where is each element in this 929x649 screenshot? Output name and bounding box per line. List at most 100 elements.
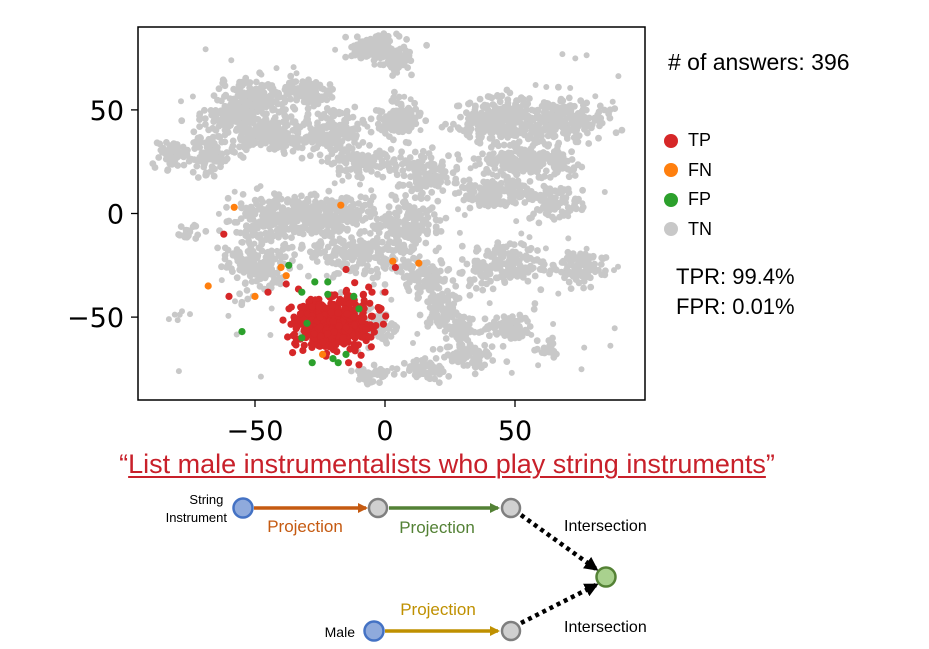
tn-point xyxy=(409,120,416,127)
tn-point xyxy=(338,109,345,117)
tn-point xyxy=(416,253,423,260)
tn-point xyxy=(535,155,543,163)
tn-point xyxy=(309,253,316,261)
tn-point xyxy=(379,372,387,380)
tn-point xyxy=(442,335,450,342)
tn-point xyxy=(201,106,208,114)
tn-point xyxy=(488,118,495,126)
tn-point xyxy=(302,200,310,207)
tn-point xyxy=(465,176,473,184)
tn-point xyxy=(489,171,496,178)
open-quote: “ xyxy=(119,449,129,479)
tn-point xyxy=(231,148,239,156)
tn-point xyxy=(565,213,572,220)
tn-point xyxy=(575,268,583,275)
anchor-node-string-instrument xyxy=(232,497,254,519)
tn-point xyxy=(310,208,318,216)
tn-point xyxy=(434,197,442,205)
tp-point xyxy=(345,359,353,367)
tn-point xyxy=(447,343,453,350)
tn-point xyxy=(522,314,529,322)
tn-point xyxy=(379,40,387,48)
tn-point xyxy=(427,154,435,162)
tn-point xyxy=(339,247,347,254)
tn-point xyxy=(355,142,363,150)
tn-point xyxy=(331,146,339,154)
tn-point xyxy=(207,107,215,114)
tn-point xyxy=(456,319,464,326)
tn-point xyxy=(534,167,541,175)
tn-point xyxy=(324,139,331,147)
tp-point xyxy=(282,280,290,288)
tn-point xyxy=(583,245,590,252)
tn-point xyxy=(479,150,486,158)
tn-point xyxy=(370,157,378,164)
tn-point xyxy=(223,149,231,156)
tp-point xyxy=(290,313,298,321)
tn-point xyxy=(335,228,343,235)
tn-point xyxy=(471,370,479,378)
tn-point xyxy=(196,134,204,141)
tn-point xyxy=(510,328,518,335)
tn-point xyxy=(533,206,541,213)
tn-point xyxy=(386,167,394,175)
tn-point xyxy=(582,106,590,114)
tn-point xyxy=(504,259,511,267)
tn-point xyxy=(348,234,355,242)
tn-point xyxy=(521,199,529,206)
tn-point xyxy=(555,104,563,112)
tn-point xyxy=(231,188,238,195)
tn-point xyxy=(213,147,221,155)
tn-point xyxy=(420,216,428,224)
tn-point xyxy=(255,219,263,227)
tn-point xyxy=(276,211,284,218)
fp-point xyxy=(303,319,311,327)
tn-point xyxy=(493,314,501,322)
tn-point xyxy=(581,344,588,351)
tn-point xyxy=(508,369,515,376)
variable-node-2 xyxy=(500,497,522,519)
tn-point xyxy=(202,171,210,179)
tn-point xyxy=(249,216,257,223)
tn-point xyxy=(567,285,575,292)
tn-point xyxy=(261,82,269,90)
tn-point xyxy=(568,156,576,163)
tn-point xyxy=(390,370,398,378)
y-tick-label: −50 xyxy=(67,303,124,334)
tp-point xyxy=(327,308,335,316)
tn-point xyxy=(256,203,264,211)
tn-point xyxy=(488,343,496,350)
tp-point xyxy=(368,312,376,320)
tn-point xyxy=(426,319,434,327)
tn-point xyxy=(245,261,252,268)
tn-point xyxy=(205,145,212,153)
tn-point xyxy=(528,265,535,273)
tn-point xyxy=(320,213,328,220)
tn-point xyxy=(445,152,452,160)
tn-point xyxy=(494,183,502,191)
tp-point xyxy=(285,305,293,313)
tn-point xyxy=(410,254,417,262)
tn-point xyxy=(308,85,315,92)
tn-point xyxy=(180,161,188,169)
tn-point xyxy=(247,101,255,109)
tn-point xyxy=(513,189,521,197)
tn-point xyxy=(268,199,276,206)
tn-point xyxy=(437,257,445,264)
tn-point xyxy=(353,220,361,228)
tn-point xyxy=(377,108,384,115)
tn-point xyxy=(514,317,521,325)
tn-point xyxy=(554,167,562,175)
tn-point xyxy=(257,275,264,283)
tn-point xyxy=(319,201,326,208)
tn-point xyxy=(365,253,372,261)
tn-point xyxy=(435,175,442,182)
tp-point xyxy=(342,265,350,274)
tn-point xyxy=(348,52,355,60)
tp-point xyxy=(335,322,343,330)
tn-point xyxy=(447,125,454,133)
tn-point xyxy=(163,139,170,146)
tp-point xyxy=(334,309,342,317)
tn-point xyxy=(492,195,499,203)
tn-point xyxy=(236,250,244,258)
